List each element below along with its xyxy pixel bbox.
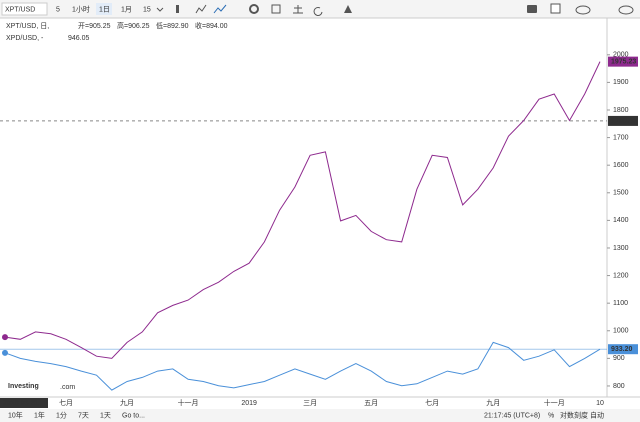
legend-compare-value: 946.05 — [68, 35, 90, 42]
price-badge — [608, 56, 638, 67]
indicator-icon[interactable] — [271, 4, 281, 14]
y-tick-label: 1400 — [613, 217, 629, 224]
price-line-series — [4, 61, 601, 359]
x-tick-label: 五月 — [364, 399, 378, 407]
interval[interactable]: 5 — [56, 6, 60, 13]
x-tick-label: 九月 — [486, 398, 500, 407]
x-tick-label: 三月 — [303, 399, 317, 407]
price-badge-label: 933.20 — [611, 346, 633, 353]
cloud-down-icon[interactable] — [618, 5, 634, 15]
legend-ohlc: 高=906.25 — [117, 21, 150, 30]
y-tick-label: 1200 — [613, 272, 629, 279]
legend-ohlc: 低=892.90 — [156, 21, 189, 30]
x-tick-label: 2019 — [241, 400, 257, 407]
cloud-up-icon[interactable] — [575, 5, 591, 15]
toolbar — [0, 0, 640, 18]
x-tick-label: 七月 — [425, 398, 439, 407]
symbol-box[interactable] — [1, 2, 48, 16]
y-tick-label: 1100 — [613, 300, 628, 307]
y-tick-label: 2000 — [613, 52, 629, 59]
range-button[interactable]: 10年 — [8, 410, 23, 419]
interval-active — [96, 3, 112, 15]
candle-icon[interactable] — [176, 5, 179, 13]
logo-suffix: .com — [60, 384, 75, 391]
y-tick-label: 1600 — [613, 162, 629, 169]
interval[interactable]: 1小时 — [72, 4, 90, 13]
price-badge — [608, 344, 638, 355]
interval[interactable]: 1月 — [121, 5, 132, 13]
price-badge-label: 1975.23 — [611, 58, 636, 65]
color-icon[interactable] — [550, 3, 561, 14]
dropdown-icon[interactable] — [156, 7, 164, 12]
legend-ohlc: 收=894.00 — [195, 21, 228, 30]
bottom-bar — [0, 409, 640, 422]
y-tick-label: 1700 — [613, 134, 629, 141]
line-icon[interactable] — [213, 4, 227, 14]
undo-icon[interactable] — [313, 7, 323, 16]
price-badge-label: 1760.40 — [611, 118, 636, 125]
x-tick-label: 10 — [596, 400, 604, 407]
logo: Investing — [8, 383, 39, 390]
y-tick-label: 800 — [613, 383, 625, 390]
camera-icon[interactable] — [527, 5, 537, 13]
interval[interactable]: 15 — [143, 6, 151, 13]
goto-button[interactable]: Go to... — [122, 412, 145, 419]
option-button[interactable]: 自动 — [590, 410, 604, 419]
range-button[interactable]: 1天 — [100, 411, 111, 419]
option-button[interactable]: % — [548, 412, 554, 419]
clock: 21:17:45 (UTC+8) — [484, 412, 540, 419]
compare-icon[interactable] — [293, 5, 303, 14]
legend-symbol: XPT/USD, 日, — [6, 22, 49, 30]
price-line-series — [4, 341, 601, 391]
settings-icon[interactable] — [249, 4, 259, 14]
x-tick-label: 2018-05-01 — [3, 400, 39, 407]
option-button[interactable]: 对数刻度 — [560, 410, 588, 419]
y-tick-label: 1300 — [613, 245, 629, 252]
legend-compare: XPD/USD, - — [6, 35, 44, 42]
interval[interactable]: 1日 — [99, 5, 110, 13]
x-tick-label: 十一月 — [544, 398, 565, 407]
x-tick-label: 十一月 — [178, 398, 199, 407]
range-button[interactable]: 1年 — [34, 410, 45, 419]
series-start-dot — [2, 334, 8, 341]
symbol[interactable]: XPT/USD — [5, 6, 35, 13]
bars-icon[interactable] — [195, 4, 207, 14]
series-start-dot — [2, 349, 8, 356]
y-tick-label: 1800 — [613, 107, 629, 114]
y-tick-label: 1500 — [613, 190, 629, 197]
crosshair-date-box — [0, 398, 48, 408]
price-badge — [608, 115, 638, 126]
range-button[interactable]: 7天 — [78, 411, 89, 419]
legend-ohlc: 开=905.25 — [78, 22, 111, 30]
y-tick-label: 1900 — [613, 79, 629, 86]
y-tick-label: 1000 — [613, 328, 629, 335]
range-button[interactable]: 1分 — [56, 410, 67, 419]
alert-icon[interactable] — [344, 5, 352, 13]
x-tick-label: 七月 — [59, 398, 73, 407]
x-tick-label: 九月 — [120, 398, 134, 407]
y-tick-label: 900 — [613, 355, 625, 362]
